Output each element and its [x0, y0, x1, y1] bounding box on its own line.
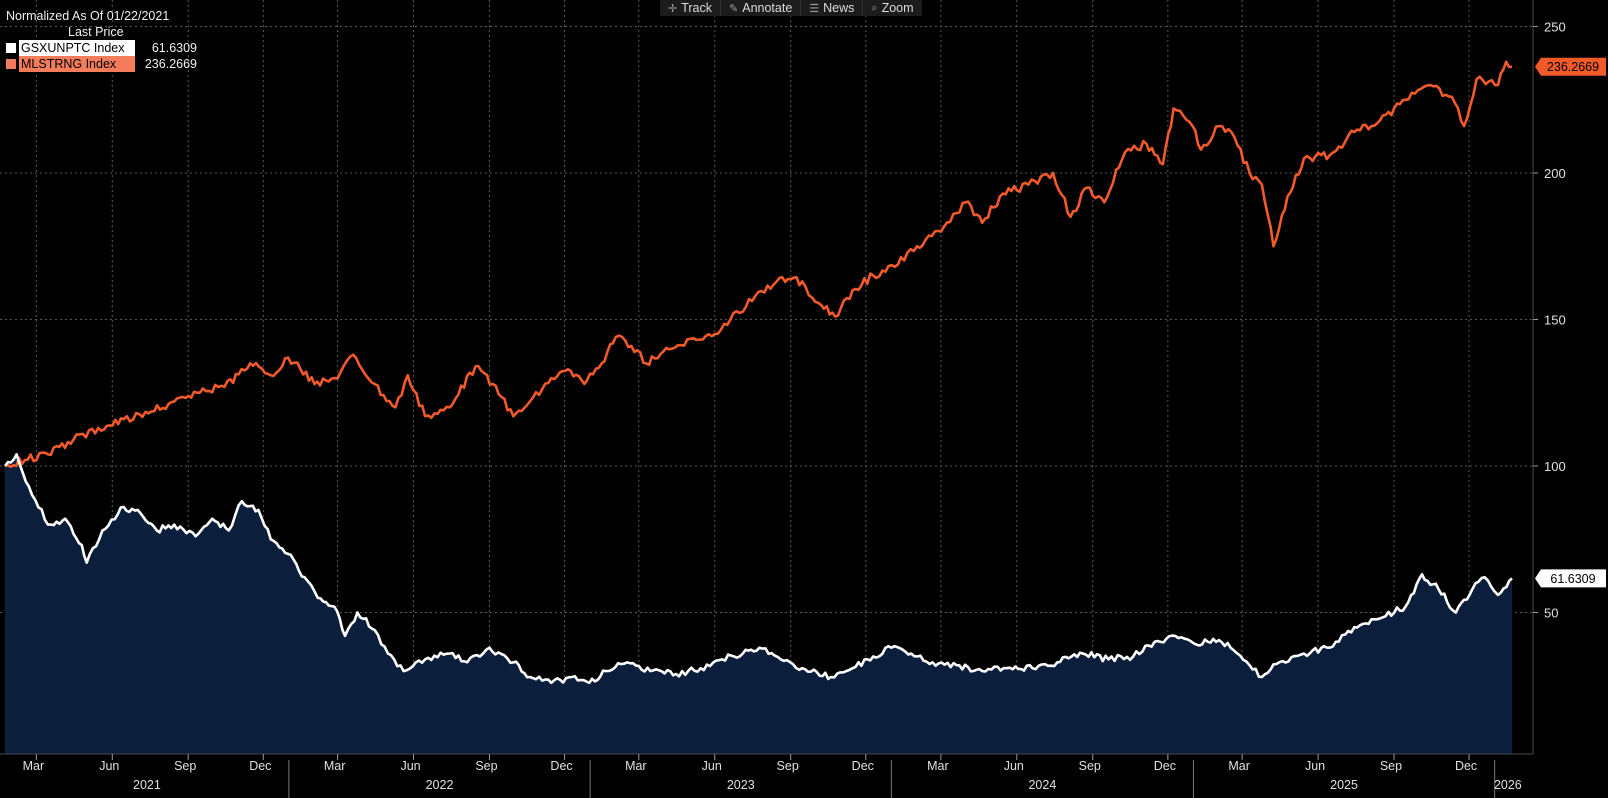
last-value-tags: 236.2669 61.6309 [1535, 57, 1606, 588]
x-year-label: 2025 [1330, 778, 1358, 792]
legend-swatch [6, 43, 16, 53]
y-tick-label: 100 [1544, 459, 1566, 474]
zoom-label: Zoom [881, 1, 914, 15]
area-layer [5, 454, 1512, 754]
x-month-label: Dec [852, 759, 874, 773]
chart-toolbar: ✛ Track ✎ Annotate ☰ News ⌕ Zoom [660, 0, 922, 16]
legend-item-name: MLSTRNG Index [19, 56, 135, 72]
x-month-label: Mar [1228, 759, 1250, 773]
x-month-label: Mar [927, 759, 949, 773]
news-label: News [823, 1, 855, 15]
toolbar-divider [862, 0, 864, 16]
x-month-label: Dec [550, 759, 572, 773]
x-month-label: Sep [475, 759, 497, 773]
annotate-label: Annotate [742, 1, 793, 15]
x-year-label: 2021 [133, 778, 161, 792]
last-value-tag-label: 61.6309 [1550, 572, 1595, 586]
x-year-label: 2024 [1028, 778, 1056, 792]
last-value-tag: 236.2669 [1535, 57, 1606, 76]
legend-swatch [6, 59, 16, 69]
last-value-tag-shape [1535, 569, 1606, 588]
lines-layer [3, 60, 1513, 685]
track-label: Track [681, 1, 713, 15]
x-month-label: Sep [777, 759, 799, 773]
toolbar-divider [720, 0, 722, 16]
y-axis: 50 100 150 200 250 [1533, 20, 1566, 621]
legend-item-value: 236.2669 [144, 57, 197, 71]
legend-item[interactable]: GSXUNPTC Index 61.6309 [6, 40, 197, 56]
x-axis: Mar Jun Sep Dec Mar Jun Sep Dec Mar Jun Sep Dec Mar J… [23, 754, 1522, 798]
x-month-label: Mar [23, 759, 45, 773]
series-area-fill [5, 454, 1512, 754]
x-month-label: Sep [1079, 759, 1101, 773]
legend-item[interactable]: MLSTRNG Index 236.2669 [6, 56, 197, 72]
x-month-label: Dec [249, 759, 271, 773]
last-value-tag-shape [1535, 57, 1606, 76]
last-value-tag-label: 236.2669 [1547, 60, 1599, 74]
x-month-label: Sep [1380, 759, 1402, 773]
legend-header: Normalized As Of 01/22/2021 [6, 9, 170, 23]
x-month-label: Mar [324, 759, 346, 773]
legend-item-value: 61.6309 [151, 41, 197, 55]
crosshair-icon: ✛ [668, 2, 678, 15]
x-month-label: Sep [174, 759, 196, 773]
x-month-label: Dec [1154, 759, 1176, 773]
y-tick-label: 150 [1544, 313, 1566, 328]
annotate-button[interactable]: ✎ Annotate [721, 0, 800, 16]
y-tick-label: 200 [1544, 166, 1566, 181]
zoom-button[interactable]: ⌕ Zoom [863, 0, 921, 16]
track-button[interactable]: ✛ Track [660, 0, 720, 16]
news-button[interactable]: ☰ News [801, 0, 862, 16]
x-month-label: Mar [625, 759, 647, 773]
news-icon: ☰ [809, 2, 820, 15]
x-month-label: Jun [1004, 759, 1024, 773]
series-line[interactable] [3, 453, 1513, 685]
x-year-label: 2026 [1494, 778, 1522, 792]
last-value-tag: 61.6309 [1535, 569, 1606, 588]
magnifier-icon: ⌕ [871, 1, 878, 14]
x-year-label: 2022 [426, 778, 454, 792]
legend-subheader: Last Price [68, 25, 124, 39]
y-tick-label: 50 [1544, 606, 1558, 621]
x-month-label: Dec [1455, 759, 1477, 773]
chart-legend: Normalized As Of 01/22/2021 Last Price G… [6, 8, 197, 72]
series-line[interactable] [4, 60, 1513, 469]
pencil-icon: ✎ [729, 2, 739, 15]
x-year-label: 2023 [727, 778, 755, 792]
toolbar-divider [800, 0, 802, 16]
legend-item-name: GSXUNPTC Index [19, 40, 135, 56]
x-month-label: Jun [400, 759, 420, 773]
x-month-label: Jun [1305, 759, 1325, 773]
x-month-label: Jun [99, 759, 119, 773]
x-month-label: Jun [702, 759, 722, 773]
y-tick-label: 250 [1544, 20, 1566, 35]
